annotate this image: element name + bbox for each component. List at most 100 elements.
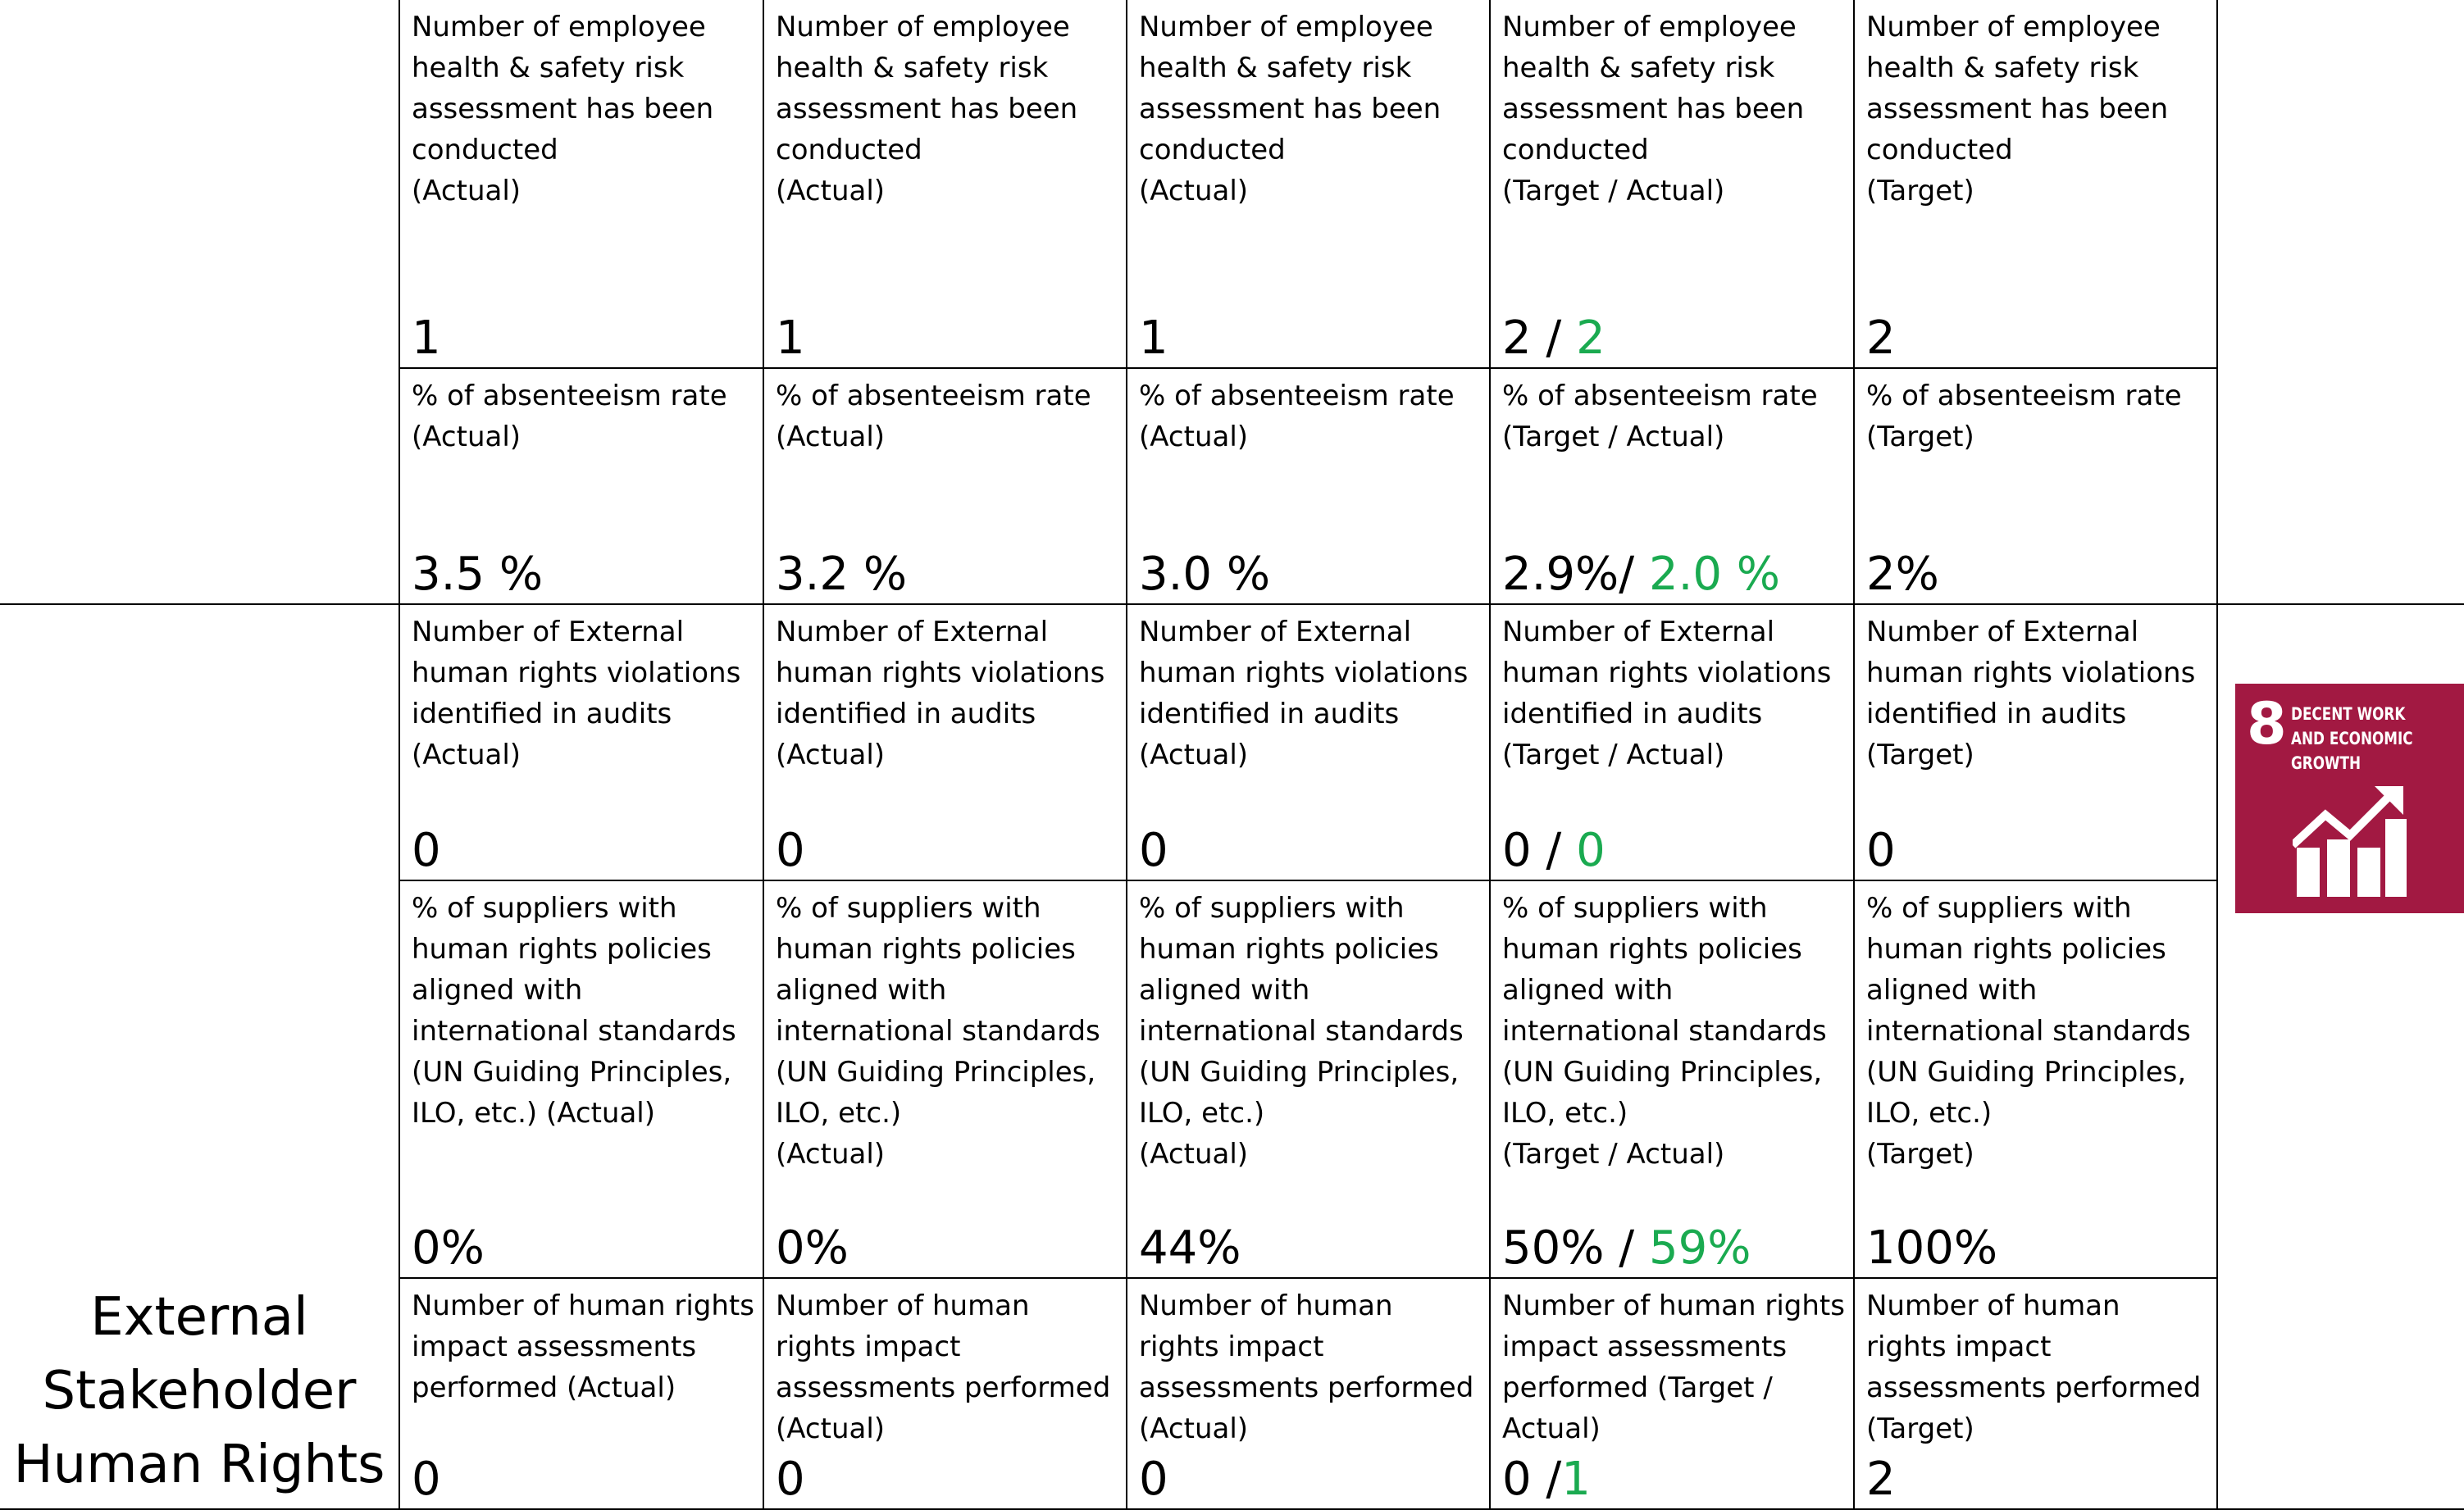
- kpi-target: 2%: [1866, 548, 1939, 601]
- kpi-label: % of suppliers with human rights policie…: [1866, 892, 2191, 1171]
- table-row: External Stakeholder Human Rights Number …: [0, 603, 2464, 1510]
- kpi-label: Number of employee health & safety risk …: [412, 11, 714, 207]
- table-row: Number of employee health & safety risk …: [0, 0, 2464, 605]
- kpi-value: 100%: [1866, 1220, 1998, 1276]
- kpi-cell: Number of human rights impact assessment…: [1126, 1277, 1491, 1510]
- kpi-label: % of absenteeism rate (Target / Actual): [1502, 380, 1818, 453]
- sdg-cell: 8 DECENT WORK AND ECONOMIC GROWTH: [2216, 603, 2464, 1510]
- kpi-value: 0%: [412, 1220, 485, 1276]
- kpi-target: 0: [1866, 824, 1896, 877]
- kpi-label: % of absenteeism rate (Actual): [1139, 380, 1455, 453]
- section-label-cell: [0, 0, 400, 605]
- kpi-cell: % of suppliers with human rights policie…: [1126, 880, 1491, 1279]
- kpi-target: 0: [776, 824, 805, 877]
- kpi-actual: 2.0 %: [1648, 548, 1781, 601]
- kpi-label: Number of employee health & safety risk …: [1866, 11, 2169, 207]
- kpi-label: Number of External human rights violatio…: [776, 616, 1105, 771]
- kpi-target: 0: [776, 1453, 805, 1506]
- kpi-value: 2%: [1866, 546, 1939, 603]
- kpi-cell: Number of human rights impact assessment…: [399, 1277, 764, 1510]
- kpi-label: % of suppliers with human rights policie…: [1502, 892, 1827, 1171]
- kpi-label: Number of employee health & safety risk …: [1502, 11, 1805, 207]
- kpi-target: 50% /: [1502, 1221, 1649, 1275]
- kpi-value: 3.0 %: [1139, 546, 1270, 603]
- kpi-value: 0: [412, 1451, 441, 1508]
- kpi-value: 0%: [776, 1220, 849, 1276]
- kpi-actual: 59%: [1648, 1221, 1751, 1275]
- kpi-value: 1: [412, 310, 441, 366]
- kpi-value: 2 / 2: [1502, 310, 1605, 366]
- kpi-label: % of suppliers with human rights policie…: [1139, 892, 1464, 1171]
- kpi-target: 0: [1139, 824, 1168, 877]
- kpi-value: 0 /1: [1502, 1451, 1591, 1508]
- kpi-label: % of absenteeism rate (Target): [1866, 380, 2182, 453]
- kpi-label: Number of External human rights violatio…: [1866, 616, 2196, 771]
- table-row: Number of human rights impact assessment…: [0, 1277, 2464, 1510]
- kpi-cell: % of absenteeism rate (Actual) 3.0 %: [1126, 367, 1491, 605]
- kpi-value: 3.5 %: [412, 546, 543, 603]
- table-row: % of suppliers with human rights policie…: [0, 880, 2464, 1279]
- kpi-value: 50% / 59%: [1502, 1220, 1751, 1276]
- kpi-value: 0: [776, 822, 805, 879]
- kpi-value: 0: [776, 1451, 805, 1508]
- sdg-number: 8: [2247, 690, 2287, 757]
- kpi-target: 0%: [776, 1221, 849, 1275]
- kpi-cell: Number of External human rights violatio…: [1489, 603, 1855, 881]
- kpi-target: 3.2 %: [776, 548, 908, 601]
- kpi-value: 0: [412, 822, 441, 879]
- kpi-cell: Number of employee health & safety risk …: [1853, 0, 2218, 369]
- table-row: % of absenteeism rate (Actual) 3.5 %% of …: [0, 367, 2464, 605]
- kpi-value: 3.2 %: [776, 546, 907, 603]
- sdg-icon: [2293, 786, 2407, 897]
- kpi-target: 0 /: [1502, 824, 1577, 877]
- kpi-value: 2: [1866, 1451, 1896, 1508]
- kpi-cell: Number of External human rights violatio…: [399, 603, 764, 881]
- kpi-label: Number of employee health & safety risk …: [776, 11, 1078, 207]
- kpi-target: 3.5 %: [412, 548, 544, 601]
- kpi-target: 0: [1139, 1453, 1168, 1506]
- kpi-target: 2 /: [1502, 312, 1577, 365]
- kpi-label: Number of External human rights violatio…: [1139, 616, 1469, 771]
- kpi-value: 0: [1139, 1451, 1168, 1508]
- kpi-value: 2: [1866, 310, 1896, 366]
- kpi-target: 100%: [1866, 1221, 1998, 1275]
- kpi-label: Number of External human rights violatio…: [1502, 616, 1832, 771]
- kpi-value: 1: [1139, 310, 1168, 366]
- kpi-cell: % of suppliers with human rights policie…: [1489, 880, 1855, 1279]
- kpi-cell: Number of employee health & safety risk …: [399, 0, 764, 369]
- kpi-label: % of suppliers with human rights policie…: [776, 892, 1100, 1171]
- kpi-label: Number of employee health & safety risk …: [1139, 11, 1442, 207]
- kpi-value: 44%: [1139, 1220, 1241, 1276]
- kpi-label: Number of human rights impact assessment…: [1502, 1289, 1845, 1445]
- kpi-label: % of absenteeism rate (Actual): [776, 380, 1091, 453]
- kpi-cell: % of absenteeism rate (Target) 2%: [1853, 367, 2218, 605]
- kpi-target: 1: [1139, 312, 1168, 365]
- sdg-title: DECENT WORK AND ECONOMIC GROWTH: [2291, 704, 2413, 773]
- kpi-cell: Number of employee health & safety risk …: [763, 0, 1127, 369]
- kpi-target: 3.0 %: [1139, 548, 1271, 601]
- kpi-label: Number of human rights impact assessment…: [776, 1289, 1111, 1445]
- kpi-cell: Number of External human rights violatio…: [1853, 603, 2218, 881]
- kpi-cell: % of absenteeism rate (Actual) 3.5 %: [399, 367, 764, 605]
- kpi-value: 1: [776, 310, 805, 366]
- kpi-cell: % of suppliers with human rights policie…: [1853, 880, 2218, 1279]
- kpi-value: 2.9%/ 2.0 %: [1502, 546, 1780, 603]
- kpi-actual: 1: [1561, 1453, 1591, 1506]
- kpi-cell: % of absenteeism rate (Actual) 3.2 %: [763, 367, 1127, 605]
- kpi-target: 0: [412, 1453, 441, 1506]
- kpi-value: 0 / 0: [1502, 822, 1605, 879]
- kpi-target: 2: [1866, 312, 1896, 365]
- section-label-cell: External Stakeholder Human Rights: [0, 603, 400, 1510]
- kpi-target: 2: [1866, 1453, 1896, 1506]
- kpi-actual: 2: [1576, 312, 1605, 365]
- kpi-actual: 0: [1576, 824, 1605, 877]
- kpi-target: 1: [412, 312, 441, 365]
- kpi-target: 44%: [1139, 1221, 1241, 1275]
- kpi-label: Number of human rights impact assessment…: [1866, 1289, 2202, 1445]
- kpi-value: 0: [1866, 822, 1896, 879]
- kpi-cell: % of suppliers with human rights policie…: [763, 880, 1127, 1279]
- kpi-label: % of absenteeism rate (Actual): [412, 380, 727, 453]
- kpi-cell: Number of human rights impact assessment…: [1489, 1277, 1855, 1510]
